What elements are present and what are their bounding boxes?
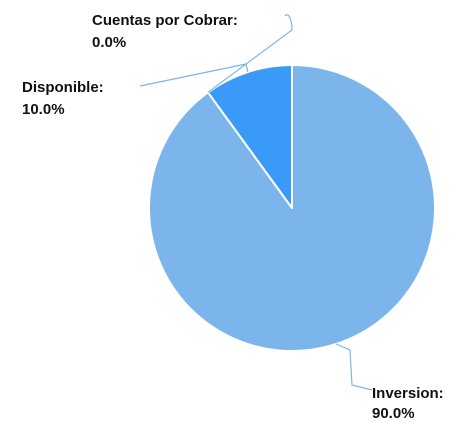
slice-label-name: Cuentas por Cobrar:	[92, 12, 238, 29]
pie-connectors	[139, 14, 373, 391]
connector-cuentas-por-cobrar	[207, 14, 293, 93]
slice-label-value: 0.0%	[92, 34, 126, 51]
slice-label-name: Inversion:	[372, 385, 444, 402]
connector-inversion	[335, 343, 373, 391]
slice-label-value: 10.0%	[22, 101, 65, 118]
pie-labels: Inversion: 90.0% Cuentas por Cobrar: 0.0% Di…	[22, 12, 444, 422]
slice-label-value: 90.0%	[372, 405, 415, 422]
connector-disponible	[139, 63, 249, 87]
pie-slices	[148, 64, 436, 352]
slice-label-name: Disponible:	[22, 79, 104, 96]
